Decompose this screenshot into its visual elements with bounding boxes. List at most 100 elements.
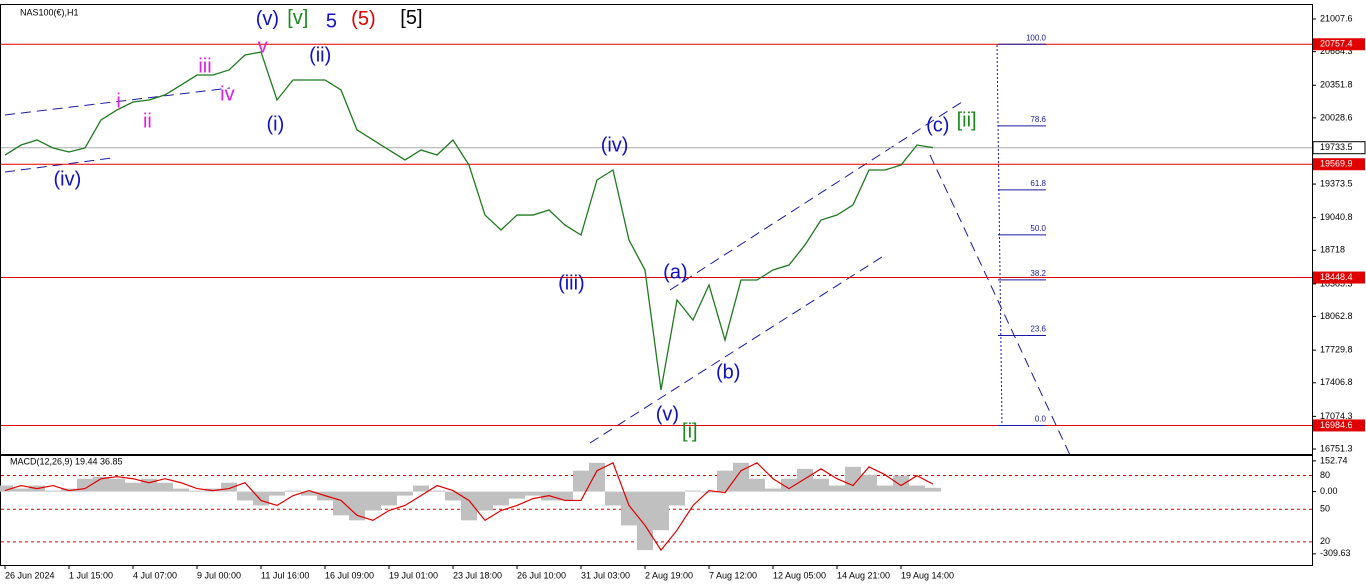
macd-bar xyxy=(845,466,861,492)
macd-bar xyxy=(445,491,461,501)
macd-bar xyxy=(909,485,925,492)
wave-label: iv xyxy=(220,83,234,105)
trend-line xyxy=(669,99,966,291)
y-tick-label: 50 xyxy=(1320,504,1330,514)
macd-bar xyxy=(685,490,701,492)
fib-label: 78.6 xyxy=(1030,115,1046,124)
macd-frame xyxy=(0,455,1313,566)
macd-bar xyxy=(509,491,525,499)
macd-bar xyxy=(157,482,173,492)
macd-bar xyxy=(829,485,845,492)
macd-bar xyxy=(77,478,93,492)
signal-line xyxy=(4,462,934,552)
macd-bar xyxy=(461,491,477,521)
macd-bar xyxy=(525,491,541,496)
fib-axis xyxy=(996,44,1003,426)
macd-bar xyxy=(669,491,685,506)
x-tick-label: 14 Aug 21:00 xyxy=(837,570,890,580)
macd-bar xyxy=(333,491,349,516)
fib-label: 38.2 xyxy=(1030,269,1046,278)
x-tick-label: 23 Jul 18:00 xyxy=(453,570,502,580)
wave-label: (v) xyxy=(256,8,279,30)
macd-bar xyxy=(477,491,493,511)
wave-label: (5) xyxy=(351,8,375,30)
macd-bar xyxy=(605,491,621,506)
fib-label: 50.0 xyxy=(1030,224,1046,233)
wave-label: [5] xyxy=(400,7,422,29)
macd-bar xyxy=(573,470,589,492)
macd-bar xyxy=(93,476,109,492)
level-label: 20757.4 xyxy=(1320,39,1353,49)
x-tick-label: 9 Jul 00:00 xyxy=(197,570,241,580)
last-price-label: 19733.5 xyxy=(1320,142,1353,152)
macd-bar xyxy=(701,491,717,493)
y-tick-label: 20684.3 xyxy=(1320,46,1353,56)
level-box xyxy=(1313,38,1365,51)
macd-bar xyxy=(221,482,237,492)
x-tick-label: 4 Jul 07:00 xyxy=(133,570,177,580)
macd-bar xyxy=(413,485,429,492)
fib-label: 100.0 xyxy=(1026,33,1047,42)
wave-label: 5 xyxy=(326,10,337,32)
macd-bar xyxy=(893,475,909,492)
macd-bar xyxy=(429,490,445,492)
macd-bar xyxy=(349,491,365,521)
trend-line xyxy=(4,157,113,173)
macd-bar xyxy=(861,474,877,492)
wave-label: [v] xyxy=(287,7,308,29)
macd-bar xyxy=(173,488,189,492)
x-tick-label: 11 Jul 16:00 xyxy=(261,570,309,580)
macd-bar xyxy=(285,490,301,492)
wave-label: v xyxy=(258,35,268,57)
x-tick-label: 31 Jul 03:00 xyxy=(581,570,630,580)
wave-label: (a) xyxy=(663,261,687,283)
level-label: 16984.6 xyxy=(1320,420,1353,430)
level-label: 19569.9 xyxy=(1320,159,1353,169)
x-tick-label: 19 Jul 01:00 xyxy=(389,570,438,580)
macd-bar xyxy=(45,490,61,492)
x-tick-label: 16 Jul 09:00 xyxy=(325,570,374,580)
macd-bar xyxy=(237,491,253,501)
wave-label: (iii) xyxy=(558,272,585,294)
x-tick-label: 26 Jun 2024 xyxy=(5,570,55,580)
y-tick-label: 19040.8 xyxy=(1320,212,1353,222)
macd-bar xyxy=(493,491,509,506)
wave-label: (c) xyxy=(926,114,949,136)
macd-bar xyxy=(765,488,781,492)
y-tick-label: 18718 xyxy=(1320,245,1345,255)
macd-bar xyxy=(0,485,13,492)
wave-label: [i] xyxy=(682,420,698,442)
wave-label: (b) xyxy=(716,361,740,383)
y-tick-label: 17729.8 xyxy=(1320,345,1353,355)
wave-label: (ii) xyxy=(309,44,331,66)
y-tick-label: 20028.6 xyxy=(1320,112,1353,122)
macd-bar xyxy=(397,491,413,496)
fib-label: 23.6 xyxy=(1030,325,1046,334)
macd-bar xyxy=(733,462,749,492)
y-tick-label: 18062.8 xyxy=(1320,311,1353,321)
macd-bar xyxy=(365,491,381,511)
macd-bar xyxy=(301,491,317,496)
macd-bar xyxy=(813,478,829,492)
macd-bar xyxy=(781,478,797,492)
x-tick-label: 12 Aug 05:00 xyxy=(773,570,826,580)
x-tick-label: 19 Aug 14:00 xyxy=(901,570,954,580)
macd-bar xyxy=(637,491,653,551)
level-box xyxy=(1313,419,1365,432)
macd-bar xyxy=(13,488,29,492)
macd-bar xyxy=(381,491,397,506)
x-tick-label: 2 Aug 19:00 xyxy=(645,570,693,580)
x-tick-label: 1 Jul 15:00 xyxy=(69,570,113,580)
macd-bar xyxy=(621,491,637,526)
y-tick-label: 19373.5 xyxy=(1320,178,1353,188)
macd-bar xyxy=(125,482,141,492)
wave-label: iii xyxy=(198,55,211,77)
price-line xyxy=(4,51,934,391)
macd-bar xyxy=(141,478,157,492)
macd-bar xyxy=(749,478,765,492)
y-tick-label: 20351.8 xyxy=(1320,80,1353,90)
level-box xyxy=(1313,158,1365,171)
y-tick-label: 0.00 xyxy=(1320,486,1338,496)
level-box xyxy=(1313,271,1365,284)
